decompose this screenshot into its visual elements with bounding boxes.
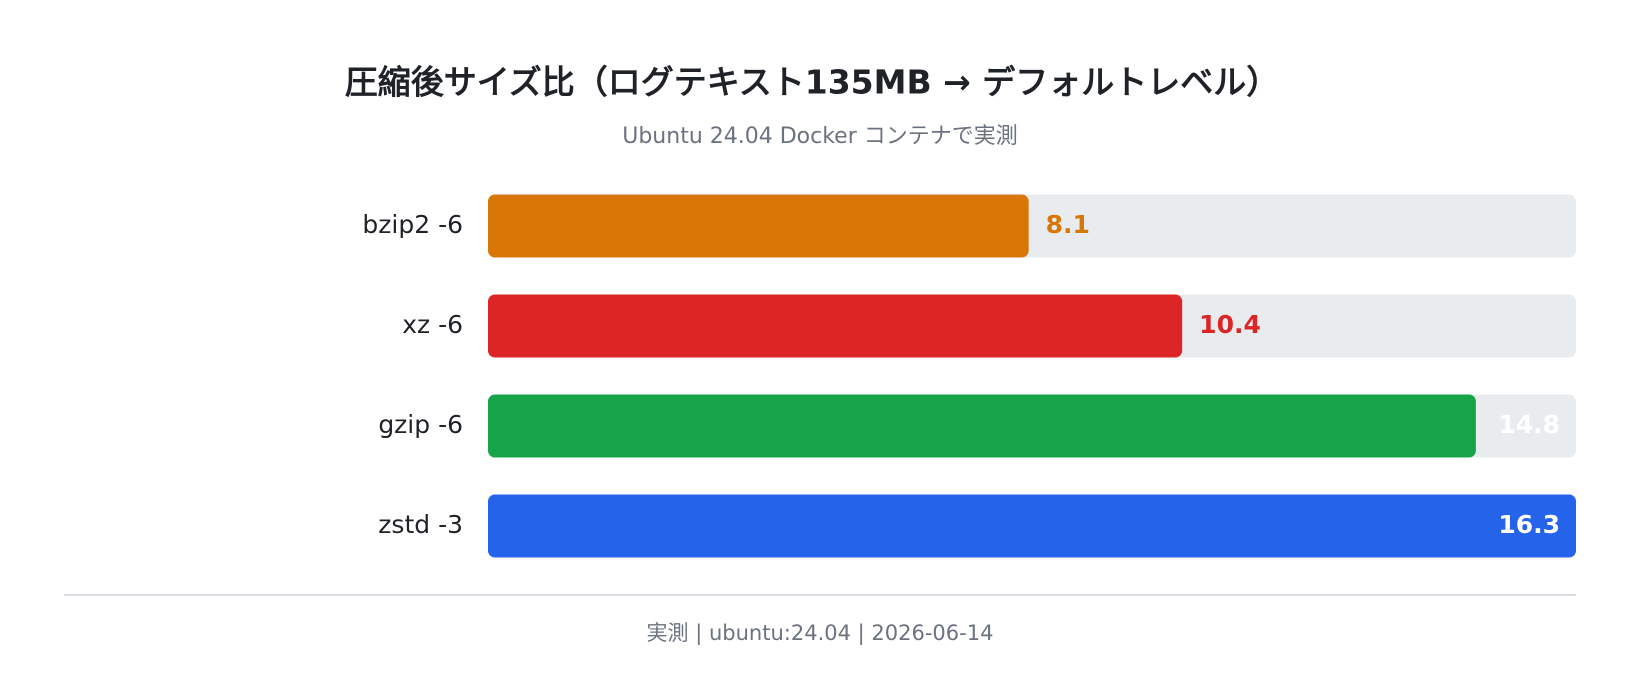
category-label: gzip -6 xyxy=(378,410,463,439)
category-label: xz -6 xyxy=(402,310,463,339)
bar xyxy=(488,294,1183,358)
chart-title: 圧縮後サイズ比（ログテキスト135MB → デフォルトレベル） xyxy=(345,63,1280,102)
chart-subtitle: Ubuntu 24.04 Docker コンテナで実測 xyxy=(622,124,1018,149)
footer: 実測 | ubuntu:24.04 | 2026-06-14 xyxy=(647,621,994,646)
category-label: bzip2 -6 xyxy=(362,210,463,239)
value-label: 8.1 xyxy=(1046,210,1090,239)
bar xyxy=(488,494,1576,558)
bar xyxy=(488,194,1029,258)
value-label: 14.8 xyxy=(1498,410,1560,439)
value-label: 10.4 xyxy=(1199,310,1261,339)
bar xyxy=(488,394,1476,458)
category-label: zstd -3 xyxy=(378,510,463,539)
value-label: 16.3 xyxy=(1498,510,1560,539)
